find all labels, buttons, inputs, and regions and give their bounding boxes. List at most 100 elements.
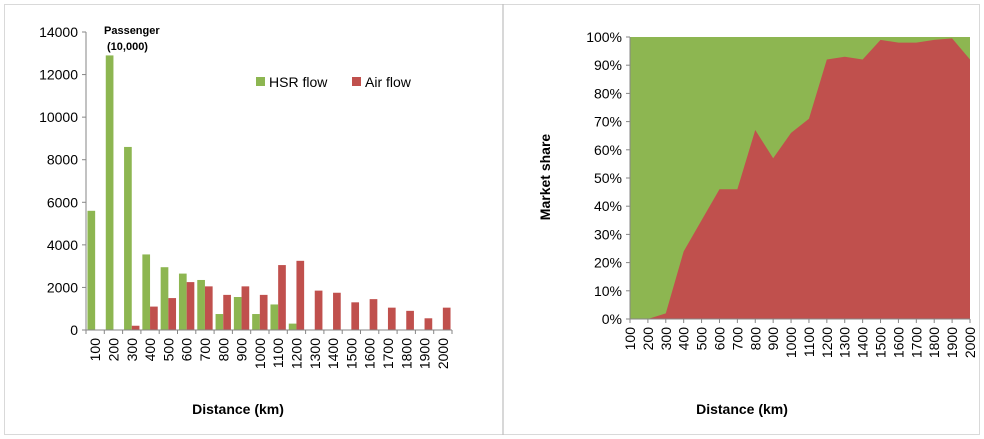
legend-swatch-air — [352, 77, 361, 86]
area-x-tick-label: 1200 — [819, 327, 835, 358]
air-flow-bar — [241, 286, 250, 330]
bar-x-tick-label: 1800 — [398, 338, 414, 369]
hsr-flow-bar — [270, 304, 279, 330]
bar-series-group — [87, 55, 451, 331]
air-flow-bar — [168, 298, 177, 330]
hsr-flow-bar — [142, 254, 151, 330]
area-x-tick-label: 800 — [747, 327, 763, 351]
bar-x-tick-label: 600 — [179, 338, 195, 362]
area-y-tick-label: 10% — [594, 283, 622, 299]
area-chart: 0%10%20%30%40%50%60%70%80%90%100% 100 200… — [537, 29, 978, 417]
area-x-tick-label: 200 — [640, 327, 656, 351]
hsr-flow-bar — [160, 267, 169, 330]
air-flow-bar — [314, 290, 323, 330]
area-x-tick-label: 1400 — [855, 327, 871, 358]
air-flow-bar — [406, 310, 414, 330]
bar-x-tick-label: 800 — [215, 338, 231, 362]
area-x-tick-label: 1900 — [944, 327, 960, 358]
bar-y-tick-label: 0 — [70, 322, 78, 338]
air-flow-bar — [150, 306, 158, 330]
air-flow-bar — [333, 292, 341, 330]
area-y-tick-label: 70% — [594, 114, 622, 130]
bar-y-tick-label: 12000 — [39, 67, 78, 83]
area-x-axis: 100 200 300 400 500 600 700 800 900 1000 1100 1200 1… — [622, 318, 978, 358]
area-x-tick-label: 1700 — [908, 327, 924, 358]
area-x-tick-label: 100 — [622, 327, 638, 351]
bar-x-tick-label: 100 — [87, 338, 103, 362]
bar-x-tick-label: 400 — [142, 338, 158, 362]
hsr-flow-bar — [178, 273, 187, 330]
legend-swatch-hsr — [256, 77, 265, 86]
bar-x-tick-label: 900 — [234, 338, 250, 362]
bar-chart: 0 2000 4000 6000 8000 10000 12000 14000 100 200 3… — [39, 24, 453, 417]
area-x-tick-label: 400 — [676, 327, 692, 351]
area-x-tick-label: 500 — [694, 327, 710, 351]
bar-x-tick-label: 1400 — [325, 338, 341, 369]
hsr-flow-bar — [288, 323, 297, 330]
hsr-flow-bar — [233, 297, 242, 330]
area-y-tick-label: 50% — [594, 170, 622, 186]
air-flow-bar — [369, 299, 378, 330]
air-flow-bar — [296, 260, 305, 330]
air-flow-bar — [442, 307, 451, 330]
air-flow-bar — [278, 265, 286, 330]
bar-legend: HSR flow Air flow — [256, 74, 412, 90]
bar-x-tick-label: 200 — [105, 338, 121, 362]
area-y-tick-label: 100% — [586, 29, 622, 45]
area-x-tick-label: 600 — [711, 327, 727, 351]
air-flow-bar — [186, 282, 195, 330]
bar-y-tick-label: 8000 — [47, 152, 78, 168]
bar-x-tick-label: 1000 — [252, 338, 268, 369]
bar-y-tick-label: 2000 — [47, 279, 78, 295]
hsr-flow-bar — [215, 314, 224, 330]
area-x-axis-title: Distance (km) — [696, 401, 788, 417]
air-share-area — [630, 38, 970, 319]
area-series-group — [630, 37, 970, 319]
area-x-tick-label: 300 — [658, 327, 674, 351]
hsr-flow-bar — [124, 146, 132, 330]
bar-x-tick-label: 300 — [124, 338, 140, 362]
air-flow-bar — [223, 294, 231, 330]
bar-x-axis: 100 200 300 400 500 600 700 800 900 1000 1100 1200 1… — [85, 329, 453, 369]
area-x-tick-label: 700 — [729, 327, 745, 351]
area-x-tick-label: 1500 — [873, 327, 889, 358]
area-x-tick-label: 1800 — [926, 327, 942, 358]
bar-y-axis: 0 2000 4000 6000 8000 10000 12000 14000 — [39, 24, 87, 338]
hsr-flow-bar — [87, 210, 96, 330]
area-y-tick-label: 90% — [594, 57, 622, 73]
air-flow-bar — [387, 307, 396, 330]
bar-annotation-line-2: (10,000) — [107, 41, 148, 53]
bar-annotation-line-1: Passenger — [104, 25, 160, 37]
area-x-tick-label: 2000 — [962, 327, 978, 358]
bar-x-tick-label: 1200 — [288, 338, 304, 369]
bar-x-tick-label: 1600 — [362, 338, 378, 369]
bar-y-tick-label: 14000 — [39, 24, 78, 40]
bar-x-tick-label: 1700 — [380, 338, 396, 369]
hsr-flow-bar — [105, 55, 114, 331]
hsr-flow-bar — [197, 279, 205, 330]
area-y-tick-label: 20% — [594, 255, 622, 271]
area-y-tick-label: 80% — [594, 85, 622, 101]
bar-x-tick-label: 1100 — [270, 338, 286, 368]
bar-x-tick-label: 500 — [160, 338, 176, 362]
air-flow-bar — [351, 302, 360, 330]
area-x-tick-label: 1100 — [801, 327, 817, 357]
bar-y-tick-label: 10000 — [39, 109, 78, 125]
air-flow-bar — [204, 286, 213, 330]
air-flow-bar — [259, 294, 268, 330]
area-y-tick-label: 60% — [594, 142, 622, 158]
area-x-tick-label: 1300 — [837, 327, 853, 358]
bar-x-tick-label: 1900 — [417, 338, 433, 369]
area-x-tick-label: 1600 — [890, 327, 906, 358]
bar-y-tick-label: 4000 — [47, 237, 78, 253]
bar-x-tick-label: 700 — [197, 338, 213, 362]
area-y-tick-label: 40% — [594, 198, 622, 214]
legend-label-air: Air flow — [365, 74, 412, 90]
figure-border — [4, 4, 980, 435]
bar-x-tick-label: 2000 — [435, 338, 451, 369]
bar-x-axis-title: Distance (km) — [192, 401, 284, 417]
area-y-axis: 0% 10% 20% 30% 40% 50% 60% 70% 80% 90% 100% — [586, 29, 631, 327]
air-flow-bar — [424, 318, 433, 330]
area-y-axis-title: Market share — [537, 134, 553, 221]
